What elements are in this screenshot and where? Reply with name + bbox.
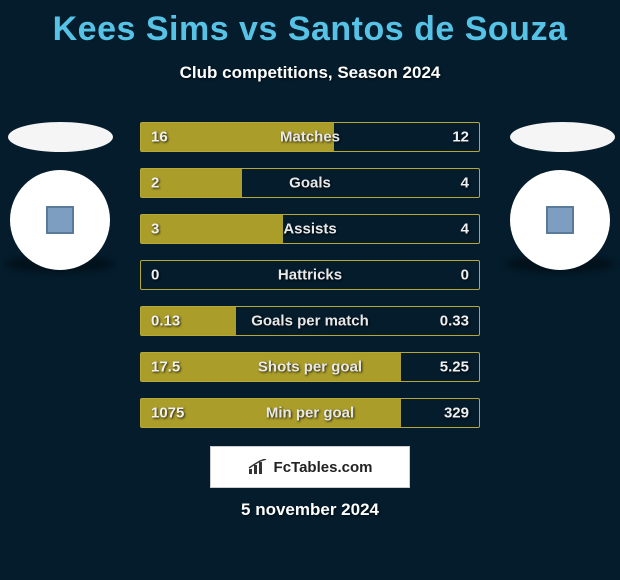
club-logo-right — [510, 170, 610, 270]
logo-text: FcTables.com — [274, 459, 373, 476]
stat-label: Goals — [289, 175, 331, 192]
stat-label: Matches — [280, 129, 340, 146]
stat-value-left: 0 — [151, 267, 159, 284]
stat-value-right: 5.25 — [440, 359, 469, 376]
flag-right — [510, 122, 615, 152]
stat-label: Shots per goal — [258, 359, 362, 376]
stat-value-left: 16 — [151, 129, 168, 146]
stat-row: 16 Matches 12 — [140, 122, 480, 152]
stat-row: 1075 Min per goal 329 — [140, 398, 480, 428]
flag-left — [8, 122, 113, 152]
stat-value-left: 0.13 — [151, 313, 180, 330]
fctables-logo: FcTables.com — [210, 446, 410, 488]
stat-row: 2 Goals 4 — [140, 168, 480, 198]
date-label: 5 november 2024 — [241, 500, 379, 520]
stat-value-left: 2 — [151, 175, 159, 192]
club-logo-left — [10, 170, 110, 270]
subtitle: Club competitions, Season 2024 — [0, 63, 620, 83]
stat-value-left: 3 — [151, 221, 159, 238]
stat-value-right: 0 — [461, 267, 469, 284]
stat-value-right: 329 — [444, 405, 469, 422]
stat-value-right: 4 — [461, 175, 469, 192]
stat-label: Min per goal — [266, 405, 354, 422]
stat-row: 0 Hattricks 0 — [140, 260, 480, 290]
stat-row: 17.5 Shots per goal 5.25 — [140, 352, 480, 382]
stat-label: Hattricks — [278, 267, 342, 284]
stat-label: Goals per match — [251, 313, 369, 330]
stat-value-left: 1075 — [151, 405, 184, 422]
page-title: Kees Sims vs Santos de Souza — [0, 0, 620, 49]
club-badge-icon — [46, 206, 74, 234]
stats-container: 16 Matches 12 2 Goals 4 3 Assists 4 0 Hattricks 0 0.… — [140, 122, 480, 444]
stat-value-right: 0.33 — [440, 313, 469, 330]
stat-fill — [141, 215, 283, 243]
stat-row: 0.13 Goals per match 0.33 — [140, 306, 480, 336]
chart-icon — [248, 459, 268, 475]
stat-value-left: 17.5 — [151, 359, 180, 376]
club-badge-icon — [546, 206, 574, 234]
stat-value-right: 12 — [452, 129, 469, 146]
stat-row: 3 Assists 4 — [140, 214, 480, 244]
stat-value-right: 4 — [461, 221, 469, 238]
stat-label: Assists — [283, 221, 336, 238]
